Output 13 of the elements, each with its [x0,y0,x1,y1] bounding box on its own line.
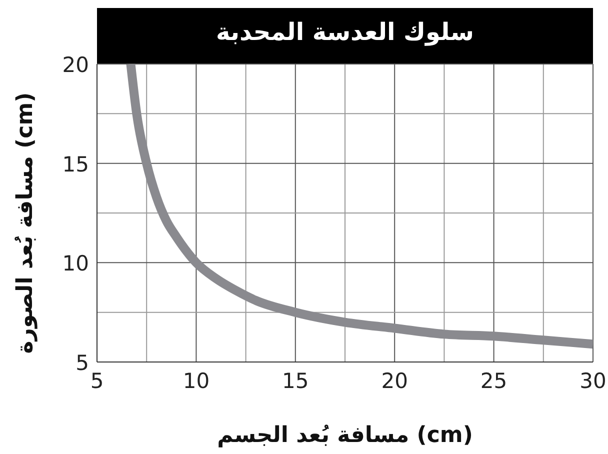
x-tick-label: 20 [381,369,408,393]
x-tick-label: 30 [580,369,606,393]
y-tick-label: 10 [62,252,89,276]
y-tick-label: 20 [62,53,89,77]
x-tick-label: 15 [282,369,309,393]
x-tick-label: 5 [90,369,104,393]
chart-title: سلوك العدسة المحدبة [216,18,474,46]
y-tick-label: 15 [62,152,89,176]
y-axis-title: مسافة بُعد الصورة (cm) [13,92,38,354]
x-tick-label: 10 [182,369,210,393]
y-tick-label: 5 [76,351,89,375]
x-tick-label: 25 [480,369,508,393]
x-axis-title: مسافة بُعد الجسم (cm) [217,423,473,448]
